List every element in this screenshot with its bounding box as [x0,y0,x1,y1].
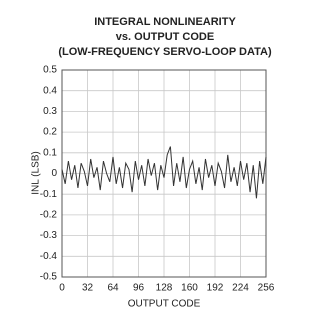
y-tick-label: 0.4 [43,85,57,96]
chart: INTEGRAL NONLINEARITY vs. OUTPUT CODE (L… [30,15,275,310]
x-tick-label: 0 [59,283,65,294]
y-tick-label: 0.5 [43,65,57,76]
x-tick-label: 64 [107,283,119,294]
x-tick-label: 256 [258,283,275,294]
y-axis-label: INL (LSB) [31,151,42,195]
data-line [61,146,267,199]
chart-title: vs. OUTPUT CODE [116,31,214,43]
y-tick-label: 0.1 [43,147,57,158]
y-tick-label: 0.2 [43,127,57,138]
chart-title: (LOW-FREQUENCY SERVO-LOOP DATA) [58,46,272,58]
plot-frame [61,69,267,278]
y-tick-label: -0.4 [40,251,58,262]
y-tick-label: -0.1 [40,189,58,200]
x-tick-label: 224 [232,283,249,294]
x-axis-label: OUTPUT CODE [128,299,201,310]
y-tick-label: -0.3 [40,230,58,241]
y-tick-label: 0.3 [43,106,57,117]
x-tick-label: 128 [156,283,173,294]
y-tick-label: -0.2 [40,210,58,221]
x-tick-label: 96 [133,283,145,294]
x-tick-label: 32 [82,283,94,294]
x-tick-label: 160 [181,283,198,294]
chart-title: INTEGRAL NONLINEARITY [94,16,236,28]
y-tick-label: -0.5 [40,272,58,283]
x-tick-label: 192 [207,283,224,294]
y-tick-label: 0 [51,168,57,179]
